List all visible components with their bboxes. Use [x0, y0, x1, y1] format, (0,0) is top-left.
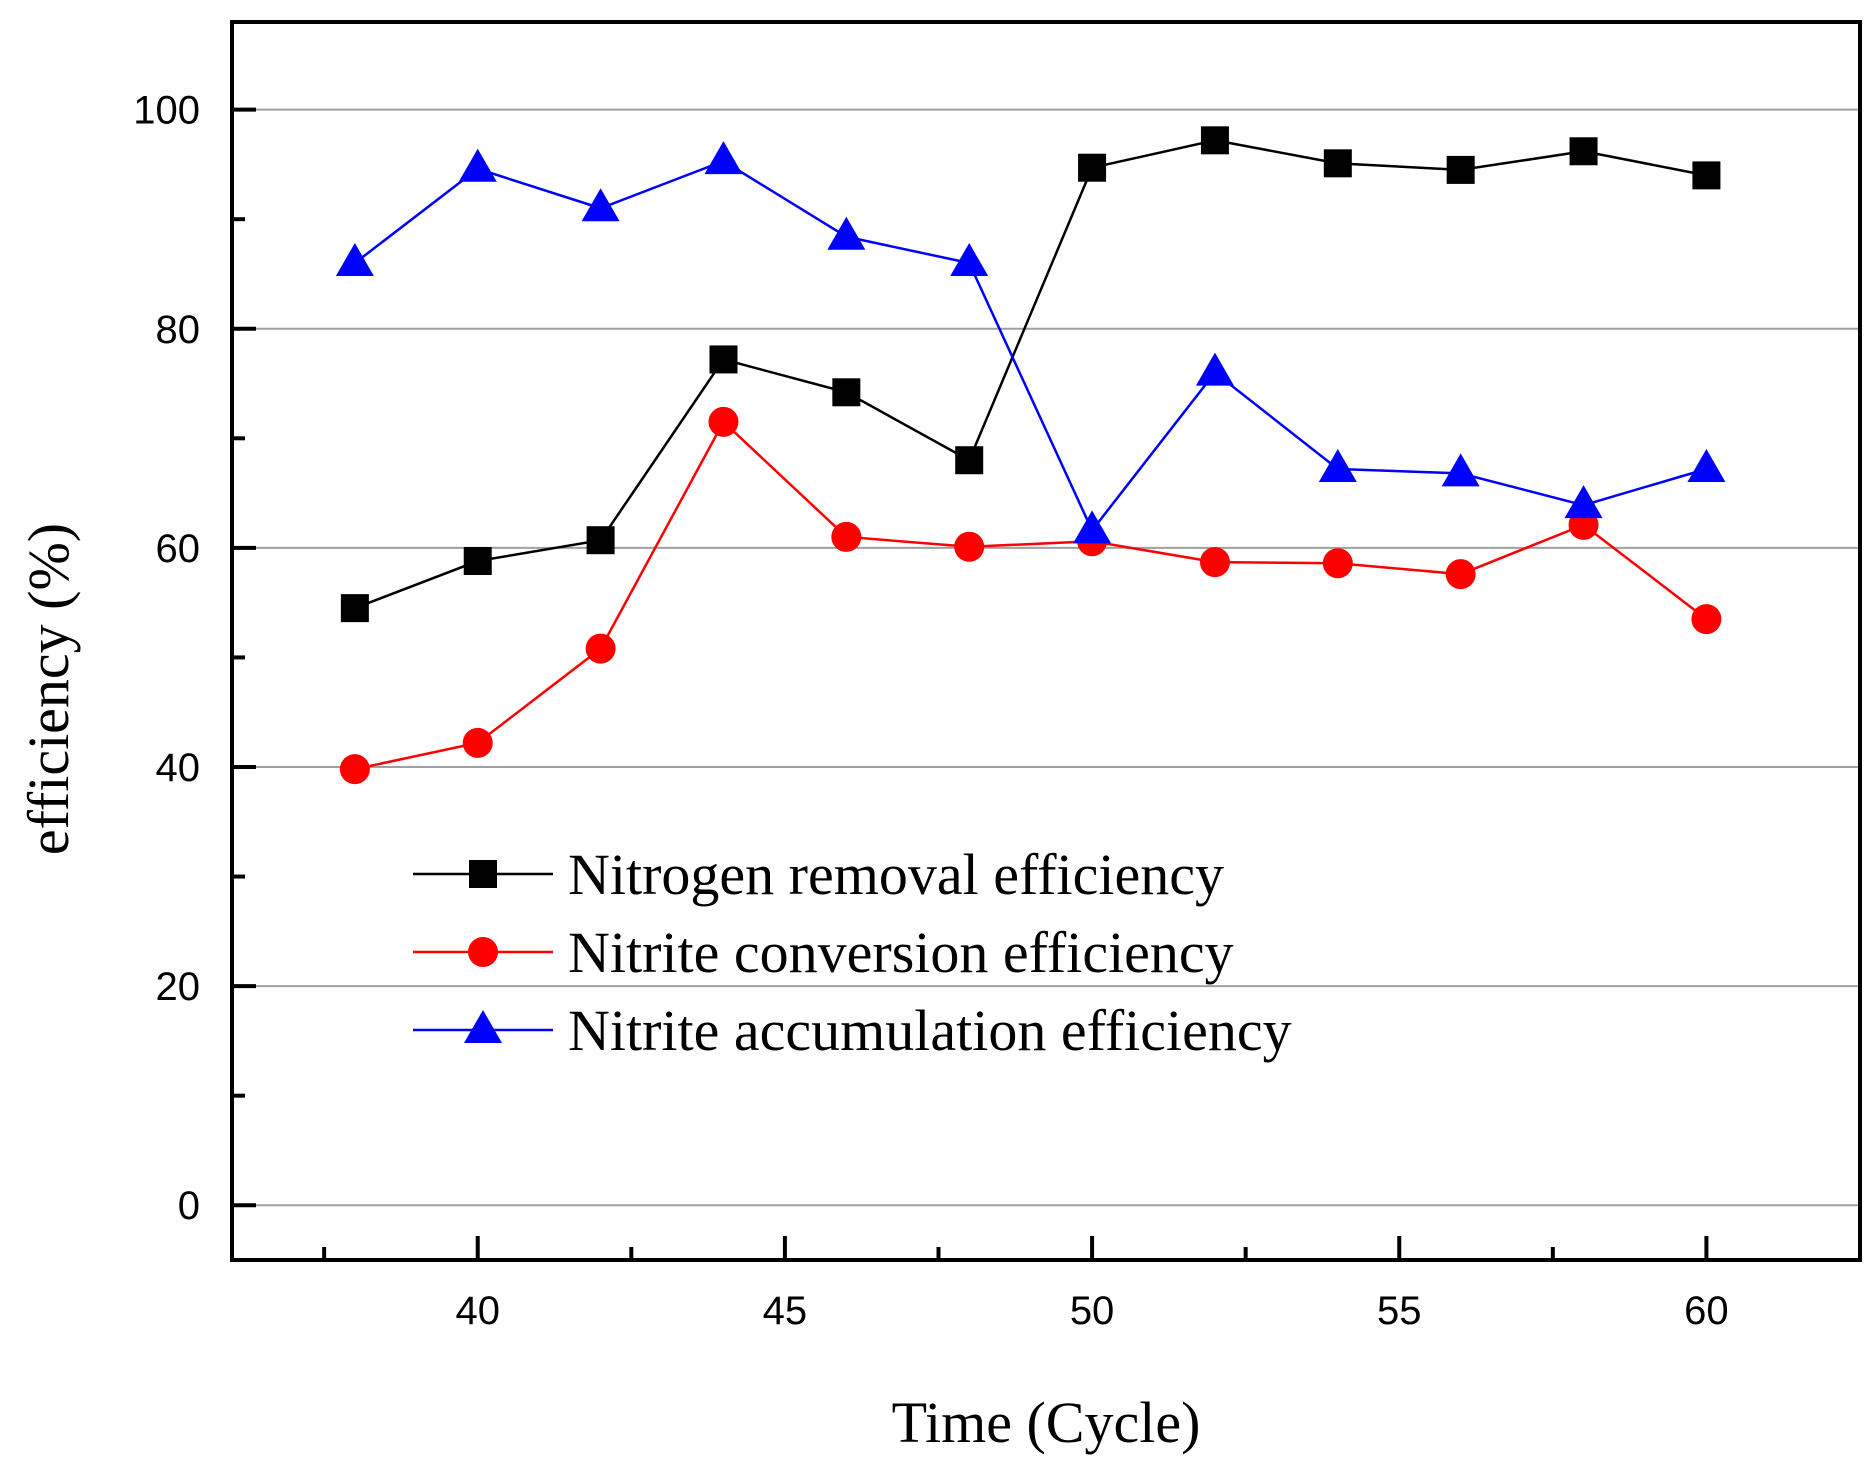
data-point [709, 345, 738, 374]
legend-item-3: Nitrite accumulation efficiency [413, 998, 1292, 1063]
data-point [1195, 352, 1234, 386]
x-tick-label: 60 [1684, 1289, 1729, 1333]
data-point [704, 141, 743, 175]
legend-label: Nitrite accumulation efficiency [568, 998, 1292, 1063]
data-point [463, 547, 492, 576]
data-point [1687, 448, 1726, 482]
data-point [950, 243, 989, 277]
data-point [1441, 453, 1480, 487]
data-point [1692, 161, 1721, 190]
data-point [585, 633, 616, 664]
data-point [1564, 485, 1603, 519]
data-point [1200, 126, 1229, 155]
y-tick-label: 0 [178, 1184, 200, 1228]
legend-marker [469, 860, 497, 888]
data-point [581, 188, 620, 222]
y-tick-label: 60 [156, 527, 201, 571]
y-tick-label: 40 [156, 746, 201, 790]
legend-label: Nitrogen removal efficiency [568, 842, 1224, 907]
data-point [708, 406, 739, 437]
data-point [1322, 548, 1353, 579]
data-point [1073, 510, 1112, 544]
data-point [831, 521, 862, 552]
data-point [1078, 153, 1107, 182]
series-layer [335, 126, 1726, 785]
data-point [954, 531, 985, 562]
data-point [1691, 604, 1722, 635]
series-3 [335, 141, 1726, 544]
series-line [354, 159, 1707, 533]
axes: 0 20 40 60 80 100 40 45 50 55 60 [133, 89, 1728, 1333]
data-point [340, 594, 369, 623]
x-tick-label: 50 [1070, 1289, 1115, 1333]
legend-label: Nitrite conversion efficiency [568, 920, 1234, 985]
data-point [1569, 137, 1598, 166]
series-line [354, 419, 1708, 771]
y-axis-title: efficiency (%) [16, 523, 81, 855]
x-tick-label: 55 [1377, 1289, 1422, 1333]
legend-marker [468, 937, 498, 967]
data-point [955, 446, 984, 475]
gridlines [232, 108, 1860, 1207]
data-point [458, 148, 497, 182]
data-point [1199, 547, 1230, 578]
legend-marker [464, 1010, 502, 1043]
legend-item-2: Nitrite conversion efficiency [413, 920, 1234, 985]
x-tick-label: 45 [763, 1289, 808, 1333]
data-point [1445, 559, 1476, 590]
data-point [339, 754, 370, 785]
y-tick-label: 20 [156, 965, 201, 1009]
data-point [827, 216, 866, 250]
series-1 [340, 126, 1721, 623]
y-tick-label: 100 [133, 89, 200, 133]
data-point [832, 378, 861, 407]
x-tick-label: 40 [455, 1289, 500, 1333]
legend-item-1: Nitrogen removal efficiency [413, 842, 1224, 907]
data-point [586, 526, 615, 555]
plot-frame [230, 20, 1862, 1262]
data-point [1323, 149, 1352, 178]
series-line [354, 139, 1707, 610]
legend: Nitrogen removal efficiency Nitrite conve… [413, 842, 1292, 1063]
x-axis-title: Time (Cycle) [892, 1390, 1201, 1455]
data-point [1446, 155, 1475, 184]
y-tick-label: 80 [156, 308, 201, 352]
data-point [462, 727, 493, 758]
data-point [335, 243, 374, 277]
data-point [1318, 448, 1357, 482]
